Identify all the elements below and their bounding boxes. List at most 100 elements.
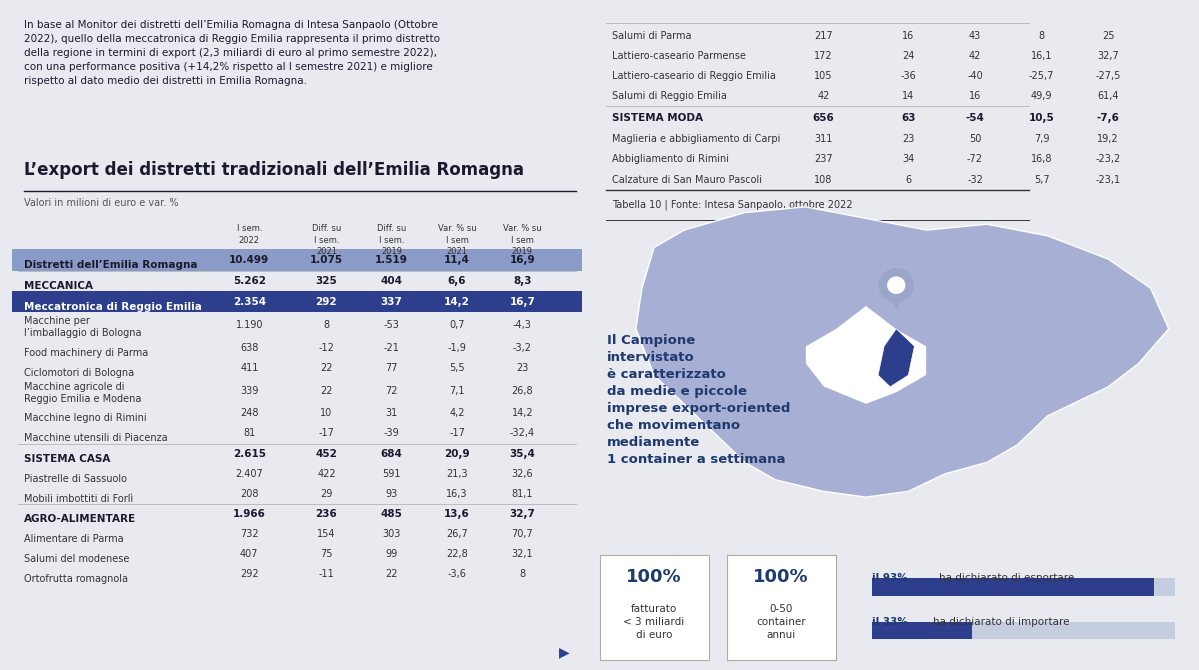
Text: 5.262: 5.262 [233, 276, 266, 285]
Text: 32,7: 32,7 [510, 509, 535, 519]
Text: Ortofrutta romagnola: Ortofrutta romagnola [24, 574, 128, 584]
Text: 8: 8 [519, 570, 525, 579]
Text: 6: 6 [905, 175, 911, 184]
Text: 656: 656 [813, 113, 835, 123]
Text: Var. % su
I sem
2021: Var. % su I sem 2021 [438, 224, 476, 256]
Text: 422: 422 [317, 469, 336, 478]
Text: 0-50
container
annui: 0-50 container annui [757, 604, 806, 641]
Text: 14,2: 14,2 [512, 409, 534, 418]
Text: 42: 42 [818, 91, 830, 100]
Text: 23: 23 [516, 363, 529, 373]
Text: 50: 50 [969, 135, 981, 144]
Text: 7,9: 7,9 [1034, 135, 1049, 144]
Text: MECCANICA: MECCANICA [24, 281, 92, 291]
Text: Alimentare di Parma: Alimentare di Parma [24, 534, 123, 544]
Text: 0,7: 0,7 [450, 320, 465, 330]
Text: Var. % su
I sem
2019: Var. % su I sem 2019 [502, 224, 542, 256]
Text: I sem.
2022: I sem. 2022 [236, 224, 263, 245]
Text: AGRO-ALIMENTARE: AGRO-ALIMENTARE [24, 514, 135, 524]
Text: 8,3: 8,3 [513, 276, 531, 285]
Text: 1.519: 1.519 [375, 255, 408, 265]
Text: SISTEMA MODA: SISTEMA MODA [611, 113, 703, 123]
Text: 16,1: 16,1 [1031, 51, 1053, 60]
Polygon shape [635, 207, 1169, 497]
Text: 31: 31 [386, 409, 398, 418]
Text: 22,8: 22,8 [446, 549, 468, 559]
Text: 2.407: 2.407 [235, 469, 263, 478]
Text: Calzature di San Mauro Pascoli: Calzature di San Mauro Pascoli [611, 175, 761, 184]
Text: -40: -40 [968, 71, 983, 80]
Text: 61,4: 61,4 [1097, 91, 1119, 100]
Text: -72: -72 [966, 155, 983, 164]
Text: Macchine per
l’imballaggio di Bologna: Macchine per l’imballaggio di Bologna [24, 316, 141, 338]
Text: 10.499: 10.499 [229, 255, 270, 265]
Text: -3,6: -3,6 [447, 570, 466, 579]
Text: ha dichiarato di esportare: ha dichiarato di esportare [939, 574, 1074, 584]
Text: 8: 8 [324, 320, 330, 330]
Text: 1.190: 1.190 [235, 320, 263, 330]
Text: 75: 75 [320, 549, 332, 559]
Text: -27,5: -27,5 [1096, 71, 1121, 80]
Text: 591: 591 [382, 469, 400, 478]
Text: 100%: 100% [753, 568, 809, 586]
Text: In base al Monitor dei distretti dell’Emilia Romagna di Intesa Sanpaolo (Ottobre: In base al Monitor dei distretti dell’Em… [24, 20, 440, 86]
Text: 5,7: 5,7 [1034, 175, 1049, 184]
Text: -23,2: -23,2 [1096, 155, 1121, 164]
Polygon shape [806, 306, 927, 404]
Text: Piastrelle di Sassuolo: Piastrelle di Sassuolo [24, 474, 127, 484]
Text: 32,6: 32,6 [512, 469, 534, 478]
Text: 208: 208 [240, 489, 259, 498]
Text: 29: 29 [320, 489, 332, 498]
FancyBboxPatch shape [872, 578, 1175, 596]
Text: 108: 108 [814, 175, 833, 184]
Text: Tabella 10 | Fonte: Intesa Sanpaolo, ottobre 2022: Tabella 10 | Fonte: Intesa Sanpaolo, ott… [611, 200, 852, 210]
Text: 63: 63 [902, 113, 916, 123]
Text: 311: 311 [814, 135, 833, 144]
Text: 339: 339 [240, 386, 259, 395]
Text: 5,5: 5,5 [450, 363, 465, 373]
Text: Il Campione
intervistato
è caratterizzato
da medie e piccole
imprese export-orie: Il Campione intervistato è caratterizzat… [607, 334, 790, 466]
Text: 14: 14 [902, 91, 915, 100]
Text: Lattiero-caseario Parmense: Lattiero-caseario Parmense [611, 51, 746, 60]
FancyBboxPatch shape [872, 622, 972, 639]
Text: Macchine legno di Rimini: Macchine legno di Rimini [24, 413, 146, 423]
Text: 49,9: 49,9 [1031, 91, 1053, 100]
Text: Mobili imbottiti di Forlì: Mobili imbottiti di Forlì [24, 494, 133, 504]
Text: -3,2: -3,2 [513, 343, 532, 352]
Text: 248: 248 [240, 409, 259, 418]
Text: 72: 72 [385, 386, 398, 395]
Text: 81,1: 81,1 [512, 489, 534, 498]
Text: -17: -17 [450, 429, 465, 438]
Text: Salumi di Reggio Emilia: Salumi di Reggio Emilia [611, 91, 727, 100]
Text: Abbigliamento di Rimini: Abbigliamento di Rimini [611, 155, 729, 164]
Text: -12: -12 [319, 343, 335, 352]
Text: 26,7: 26,7 [446, 529, 468, 539]
Polygon shape [878, 329, 915, 387]
Text: 22: 22 [320, 386, 332, 395]
Text: 6,6: 6,6 [447, 276, 466, 285]
Text: 404: 404 [381, 276, 403, 285]
FancyBboxPatch shape [12, 249, 582, 271]
Text: Macchine utensili di Piacenza: Macchine utensili di Piacenza [24, 433, 168, 444]
Text: 99: 99 [386, 549, 398, 559]
Text: fatturato
< 3 miliardi
di euro: fatturato < 3 miliardi di euro [623, 604, 685, 641]
Text: Lattiero-caseario di Reggio Emilia: Lattiero-caseario di Reggio Emilia [611, 71, 776, 80]
Text: il 93%: il 93% [872, 574, 908, 584]
Text: 172: 172 [814, 51, 833, 60]
Text: 77: 77 [385, 363, 398, 373]
Text: 22: 22 [385, 570, 398, 579]
Text: 2.615: 2.615 [233, 449, 266, 458]
Text: -23,1: -23,1 [1096, 175, 1121, 184]
Text: -53: -53 [384, 320, 399, 330]
Text: -32: -32 [968, 175, 983, 184]
Text: -21: -21 [384, 343, 399, 352]
Text: ha dichiarato di importare: ha dichiarato di importare [933, 616, 1070, 626]
Text: 14,2: 14,2 [444, 297, 470, 306]
Text: -32,4: -32,4 [510, 429, 535, 438]
Text: 4,2: 4,2 [450, 409, 465, 418]
Circle shape [879, 269, 914, 302]
Text: 2.354: 2.354 [233, 297, 266, 306]
Text: 35,4: 35,4 [510, 449, 535, 458]
Text: 1.075: 1.075 [309, 255, 343, 265]
Text: 25: 25 [1102, 31, 1114, 40]
